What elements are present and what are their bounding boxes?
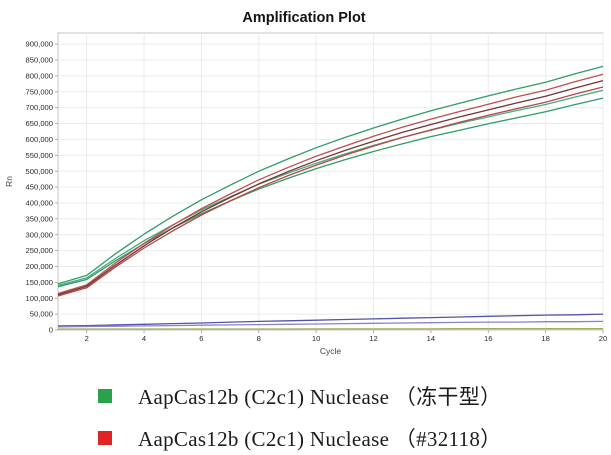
series-control-blue-2 [57, 320, 604, 328]
legend-item-32118: AapCas12b (C2c1) Nuclease （#32118） [98, 423, 501, 453]
legend-item-lyophilized: AapCas12b (C2c1) Nuclease （冻干型） [98, 381, 501, 411]
x-tick-label: 12 [369, 334, 377, 343]
y-tick-label: 500,000 [26, 167, 53, 176]
y-tick-label: 450,000 [26, 183, 53, 192]
amplification-chart: 0 50,000 100,000 150,000 200,000 250,000 300,0… [4, 10, 607, 356]
y-tick-label: 900,000 [26, 40, 53, 49]
x-tick-label: 16 [484, 334, 492, 343]
y-tick-label: 150,000 [26, 278, 53, 287]
chart-title: Amplification Plot [242, 10, 365, 26]
y-tick-label: 600,000 [26, 135, 53, 144]
y-tick-label: 650,000 [26, 119, 53, 128]
x-axis-label: Cycle [320, 346, 342, 356]
y-tick-label: 50,000 [30, 310, 53, 319]
plot-area [57, 32, 604, 331]
y-tick-label: 300,000 [26, 230, 53, 239]
legend: AapCas12b (C2c1) Nuclease （冻干型） AapCas12… [98, 381, 501, 453]
legend-label-32118: AapCas12b (C2c1) Nuclease （#32118） [138, 427, 502, 451]
x-tick-label: 20 [599, 334, 607, 343]
y-tick-label: 350,000 [26, 214, 53, 223]
y-tick-label: 550,000 [26, 151, 53, 160]
x-tick-label: 2 [85, 334, 89, 343]
legend-swatch-red [98, 431, 112, 445]
legend-swatch-green [98, 389, 112, 403]
y-tick-label: 250,000 [26, 246, 53, 255]
x-tick-label: 4 [142, 334, 146, 343]
y-tick-label: 100,000 [26, 294, 53, 303]
x-tick-label: 10 [312, 334, 320, 343]
y-tick-label: 700,000 [26, 103, 53, 112]
y-axis-label: Rn [4, 176, 14, 187]
series-cat32118-rep2 [57, 79, 604, 296]
x-tick-label: 14 [427, 334, 435, 343]
y-tick-label: 800,000 [26, 71, 53, 80]
x-tick-label: 8 [257, 334, 261, 343]
series-cat32118-rep1 [57, 73, 604, 295]
x-tick-label: 18 [541, 334, 549, 343]
y-tick-label: 750,000 [26, 87, 53, 96]
y-tick-label: 0 [49, 326, 53, 335]
series-lyophilized-rep1 [57, 65, 604, 285]
x-tick-label: 6 [199, 334, 203, 343]
y-tick-label: 400,000 [26, 199, 53, 208]
series-cat32118-rep3 [57, 86, 604, 297]
series-lyophilized-rep2 [57, 89, 604, 287]
y-tick-label: 200,000 [26, 262, 53, 271]
y-tick-label: 850,000 [26, 56, 53, 65]
series-control-blue-1 [57, 313, 604, 327]
legend-label-lyophilized: AapCas12b (C2c1) Nuclease （冻干型） [138, 385, 502, 409]
